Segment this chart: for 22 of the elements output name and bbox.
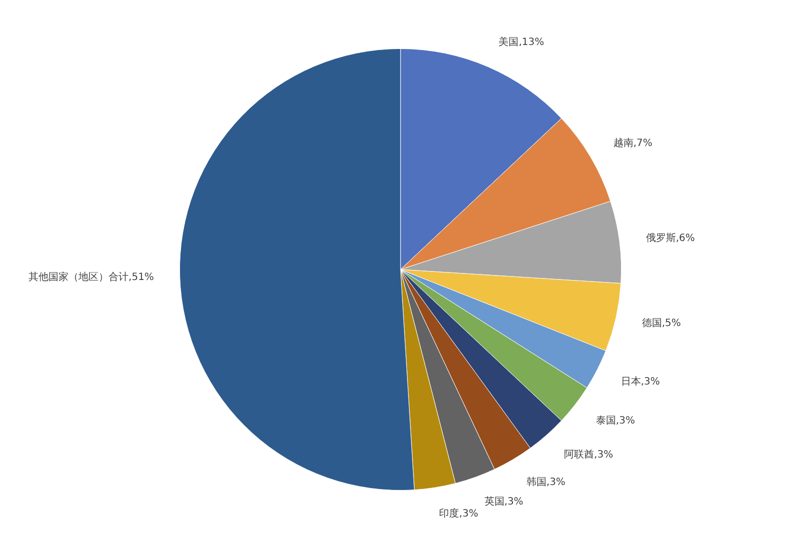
data-label: ,3% — [640, 376, 660, 388]
data-label: ,51% — [128, 272, 154, 283]
data-label: ,3% — [594, 450, 614, 460]
slice-label: 德国 — [642, 318, 662, 329]
data-label: ,6% — [676, 233, 695, 244]
slice-label: 美国 — [498, 36, 519, 48]
data-label: ,5% — [662, 318, 681, 329]
slice-label: 韩国 — [526, 476, 546, 488]
slice-label: 英国 — [484, 496, 504, 508]
data-label: ,3% — [546, 476, 566, 488]
data-label: ,3% — [616, 416, 635, 427]
data-label: ,13% — [518, 37, 544, 48]
slice-label: 日本 — [620, 375, 641, 388]
slice-label: 其他国家（地区）合计 — [28, 270, 129, 283]
data-label: ,3% — [504, 496, 524, 508]
slice-label: 越南 — [613, 137, 634, 150]
slice-label: 阿联酋 — [564, 448, 594, 460]
slice-label: 泰国 — [596, 416, 616, 427]
slice-label: 印度 — [439, 507, 460, 520]
data-label: ,7% — [633, 138, 652, 150]
slice-label: 俄罗斯 — [646, 232, 676, 244]
data-label: ,3% — [459, 508, 478, 520]
